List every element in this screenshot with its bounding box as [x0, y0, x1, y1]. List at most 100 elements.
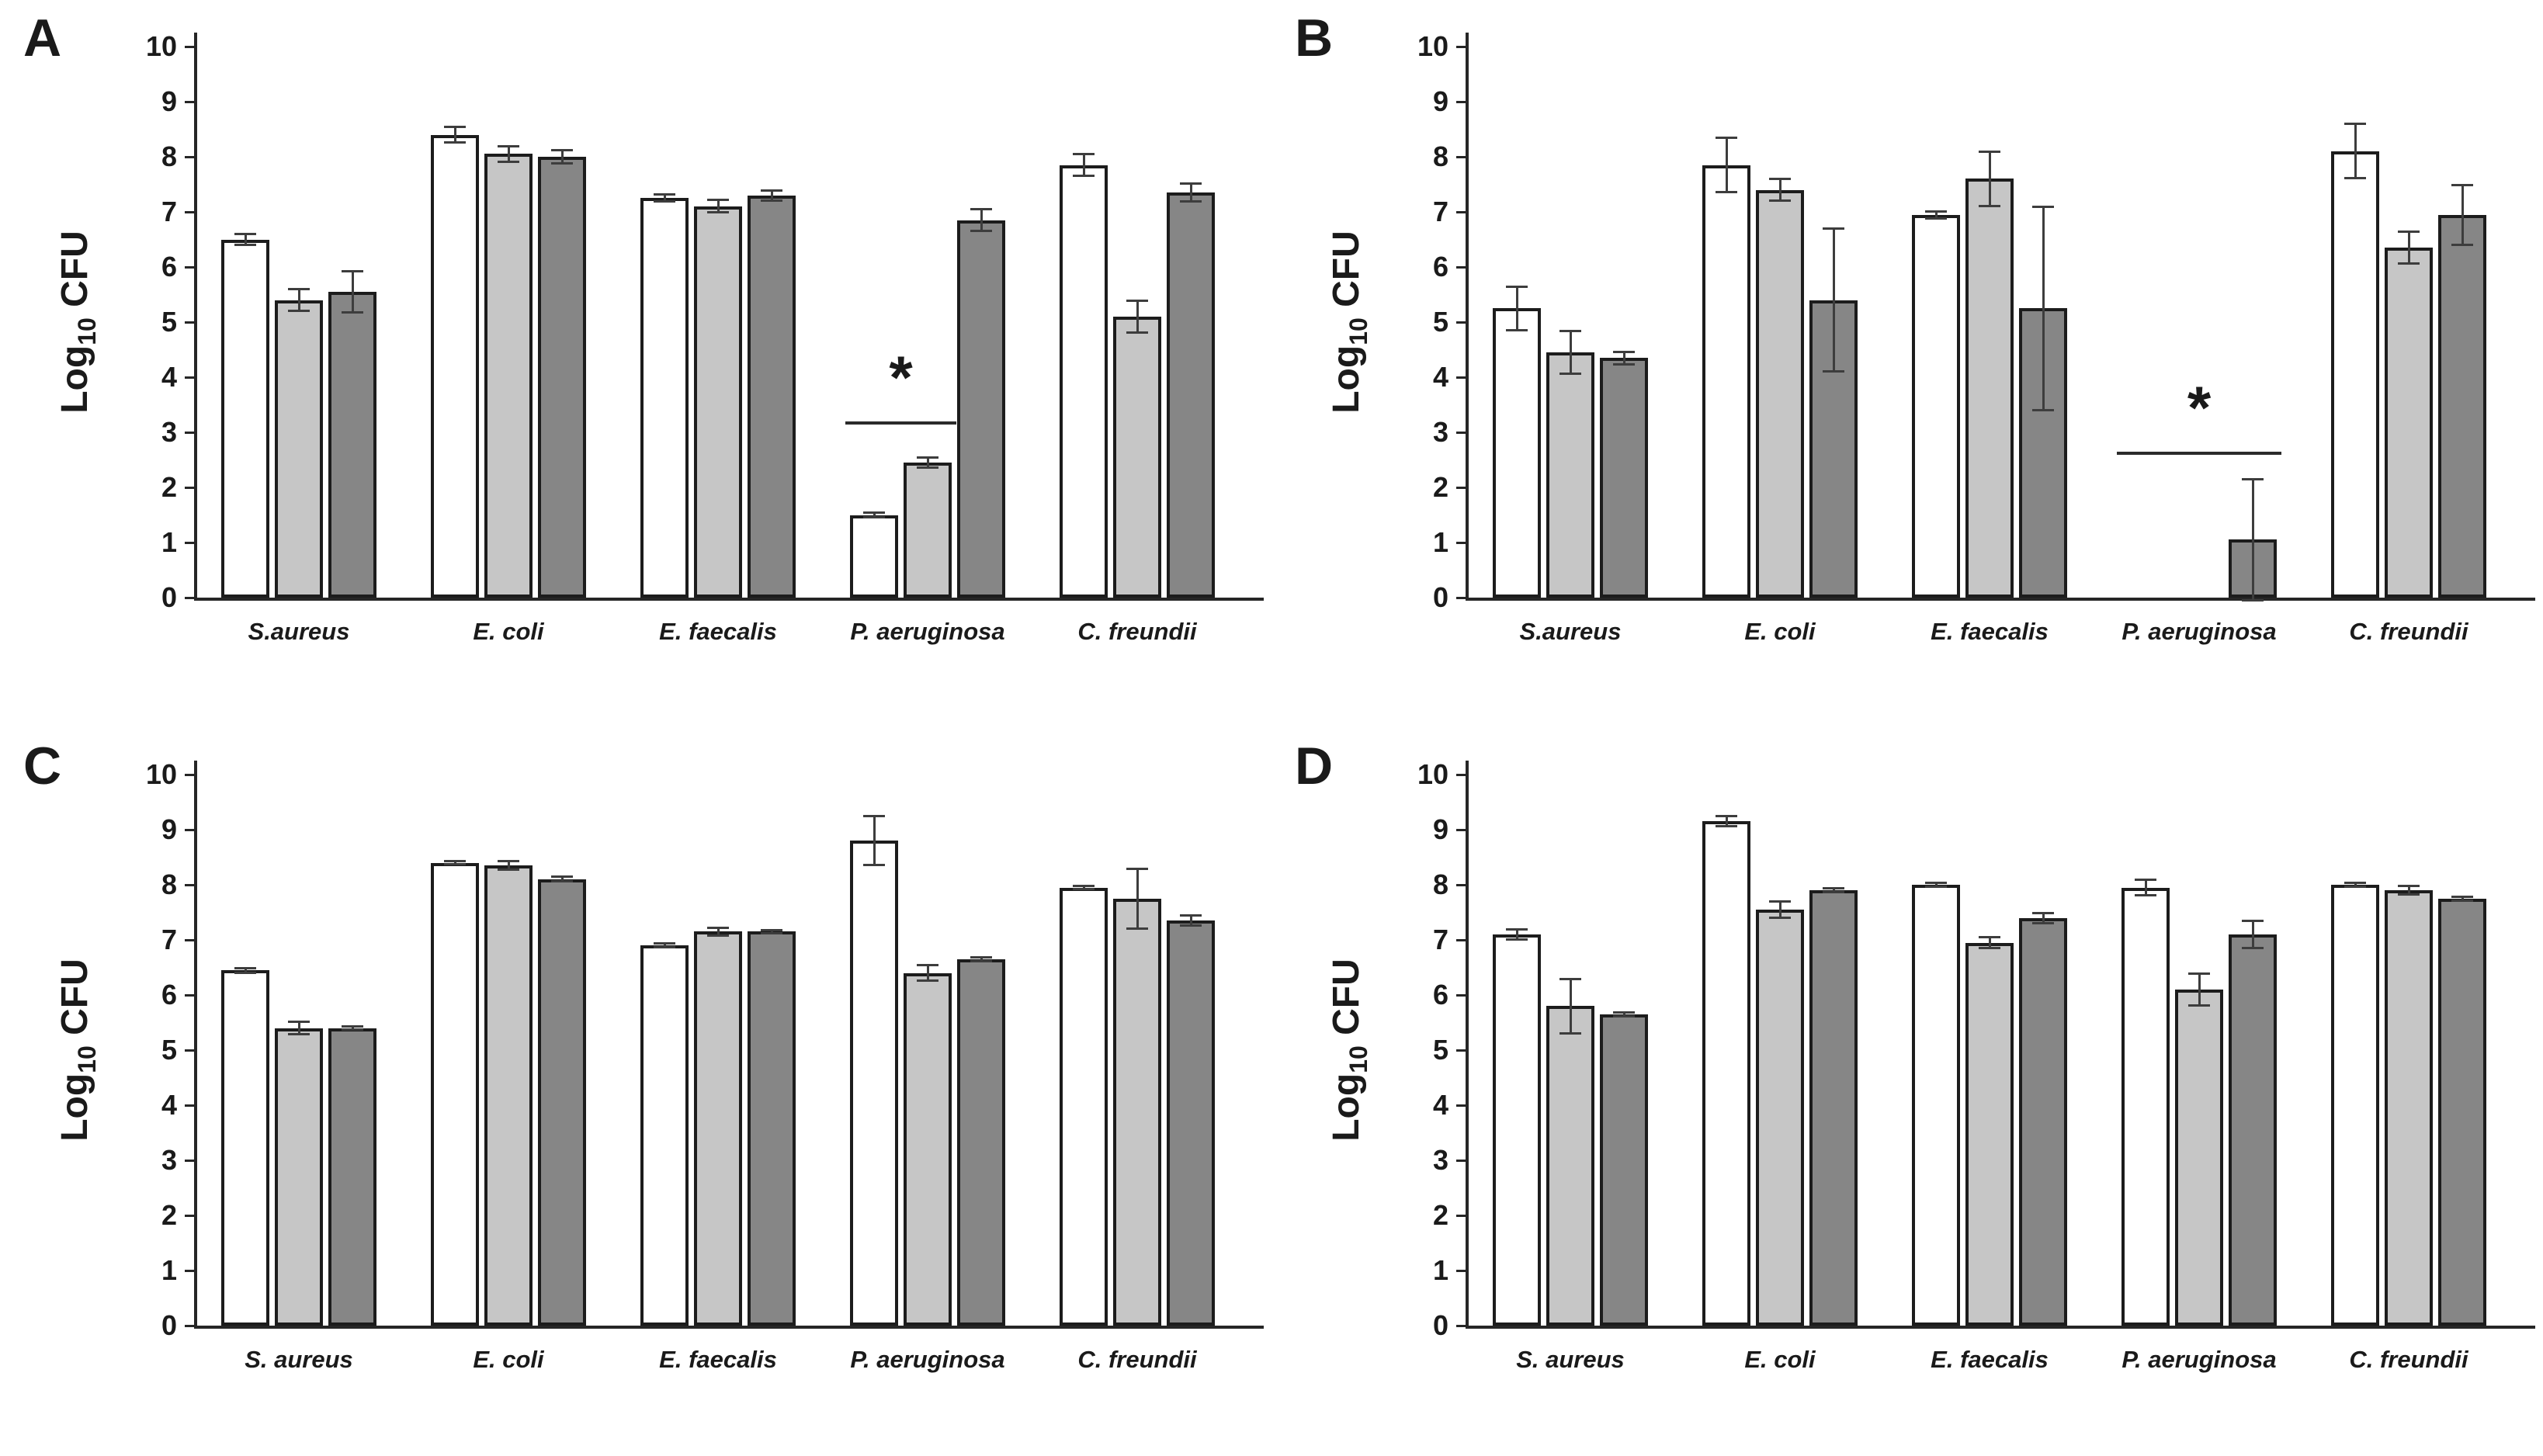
error-bar-top-cap — [234, 966, 256, 969]
error-bar — [1136, 300, 1139, 334]
error-bar-top-cap — [761, 189, 782, 192]
error-bar — [1725, 137, 1728, 193]
y-tick-label: 1 — [161, 1254, 177, 1286]
bar-light-gray — [1546, 352, 1594, 598]
error-bar-top-cap — [2188, 972, 2210, 975]
y-tick-label: 4 — [161, 361, 177, 393]
error-bar-bottom-cap — [707, 211, 729, 214]
error-bar-bottom-cap — [707, 934, 729, 938]
panel-letter: A — [23, 9, 62, 68]
error-bar-top-cap — [234, 233, 256, 236]
bar-light-gray — [694, 206, 742, 598]
error-bar-bottom-cap — [917, 979, 938, 983]
y-tick-mark — [1456, 101, 1466, 103]
panel-C: C Log10 CFU 0 1 2 3 4 5 6 7 8 9 10 S. aureus E. coli E.… — [0, 728, 1272, 1456]
bar-white — [850, 841, 898, 1326]
y-tick-label: 5 — [161, 1034, 177, 1066]
y-tick-mark — [1456, 994, 1466, 997]
error-bar — [2461, 896, 2464, 901]
bar-white — [2331, 885, 2379, 1326]
bar-white — [431, 862, 479, 1326]
x-category-label: E. faecalis — [1931, 618, 2049, 645]
bar-white — [221, 239, 269, 598]
y-tick-mark — [1456, 829, 1466, 831]
y-tick-label: 9 — [1432, 813, 1448, 845]
error-bar-top-cap — [2242, 920, 2264, 923]
x-category-label: E. coli — [1744, 618, 1816, 645]
y-axis-line — [194, 33, 197, 598]
error-bar-top-cap — [917, 456, 938, 459]
error-bar-top-cap — [863, 815, 885, 818]
y-tick-mark — [185, 542, 194, 544]
bar-light-gray — [1965, 179, 2014, 598]
error-bar-top-cap — [1126, 867, 1148, 870]
error-bar — [1988, 151, 1991, 206]
error-bar-bottom-cap — [1823, 890, 1844, 893]
error-bar-bottom-cap — [2242, 946, 2264, 949]
error-bar-bottom-cap — [761, 932, 782, 935]
error-bar-bottom-cap — [234, 971, 256, 974]
error-bar-top-cap — [707, 926, 729, 929]
error-bar — [1778, 179, 1781, 201]
error-bar-bottom-cap — [1925, 885, 1947, 888]
error-bar-top-cap — [1506, 285, 1528, 288]
error-bar-bottom-cap — [1979, 946, 2000, 949]
bar-white — [1493, 934, 1541, 1326]
error-bar — [2198, 972, 2201, 1007]
error-bar — [1515, 928, 1518, 940]
y-tick-label: 10 — [1417, 30, 1448, 62]
y-tick-label: 3 — [161, 1144, 177, 1176]
y-tick-mark — [1456, 542, 1466, 544]
y-tick-mark — [185, 376, 194, 379]
y-tick-label: 4 — [1432, 361, 1448, 393]
error-bar — [980, 957, 983, 962]
y-tick-label: 0 — [161, 581, 177, 613]
error-bar — [453, 126, 456, 144]
y-tick-label: 5 — [161, 306, 177, 338]
y-title-prefix: Log — [1326, 345, 1368, 414]
error-bar-top-cap — [2398, 230, 2420, 233]
error-bar-bottom-cap — [1559, 373, 1581, 376]
error-bar-top-cap — [1716, 137, 1737, 140]
x-category-label: S.aureus — [1519, 618, 1622, 645]
error-bar-bottom-cap — [444, 141, 466, 144]
error-bar-bottom-cap — [1180, 200, 1202, 203]
error-bar — [663, 943, 666, 948]
error-bar-top-cap — [1180, 914, 1202, 917]
error-bar — [926, 456, 929, 469]
error-bar-top-cap — [970, 956, 992, 959]
y-axis-line — [1466, 33, 1469, 598]
y-tick-mark — [185, 939, 194, 941]
error-bar-top-cap — [1180, 182, 1202, 185]
error-bar-bottom-cap — [498, 161, 519, 164]
y-title-prefix: Log — [54, 345, 96, 414]
y-tick-label: 0 — [161, 1309, 177, 1341]
error-bar-bottom-cap — [1506, 938, 1528, 941]
bar-dark-gray — [957, 959, 1005, 1326]
error-bar — [297, 1021, 300, 1035]
error-bar-bottom-cap — [1506, 328, 1528, 331]
y-tick-mark — [1456, 1215, 1466, 1217]
y-tick-label: 6 — [161, 251, 177, 283]
error-bar — [716, 927, 720, 937]
y-tick-label: 2 — [1432, 1199, 1448, 1231]
x-category-label: P. aeruginosa — [2121, 1346, 2277, 1373]
x-category-label: P. aeruginosa — [2121, 618, 2277, 645]
y-title-suffix: CFU — [54, 231, 96, 318]
y-tick-label: 1 — [1432, 1254, 1448, 1286]
x-category-label: E. coli — [1744, 1346, 1816, 1373]
error-bar-bottom-cap — [342, 1028, 363, 1031]
bar-light-gray — [1756, 189, 1804, 598]
x-category-label: S. aureus — [1516, 1346, 1625, 1373]
bar-white — [221, 970, 269, 1326]
error-bar-bottom-cap — [2188, 1004, 2210, 1007]
error-bar — [1515, 286, 1518, 331]
error-bar-top-cap — [1979, 936, 2000, 939]
error-bar — [2042, 206, 2045, 411]
error-bar-top-cap — [1925, 210, 1947, 213]
error-bar — [1832, 888, 1835, 893]
y-tick-label: 9 — [161, 813, 177, 845]
error-bar-top-cap — [1769, 900, 1791, 903]
error-bar-bottom-cap — [234, 243, 256, 246]
